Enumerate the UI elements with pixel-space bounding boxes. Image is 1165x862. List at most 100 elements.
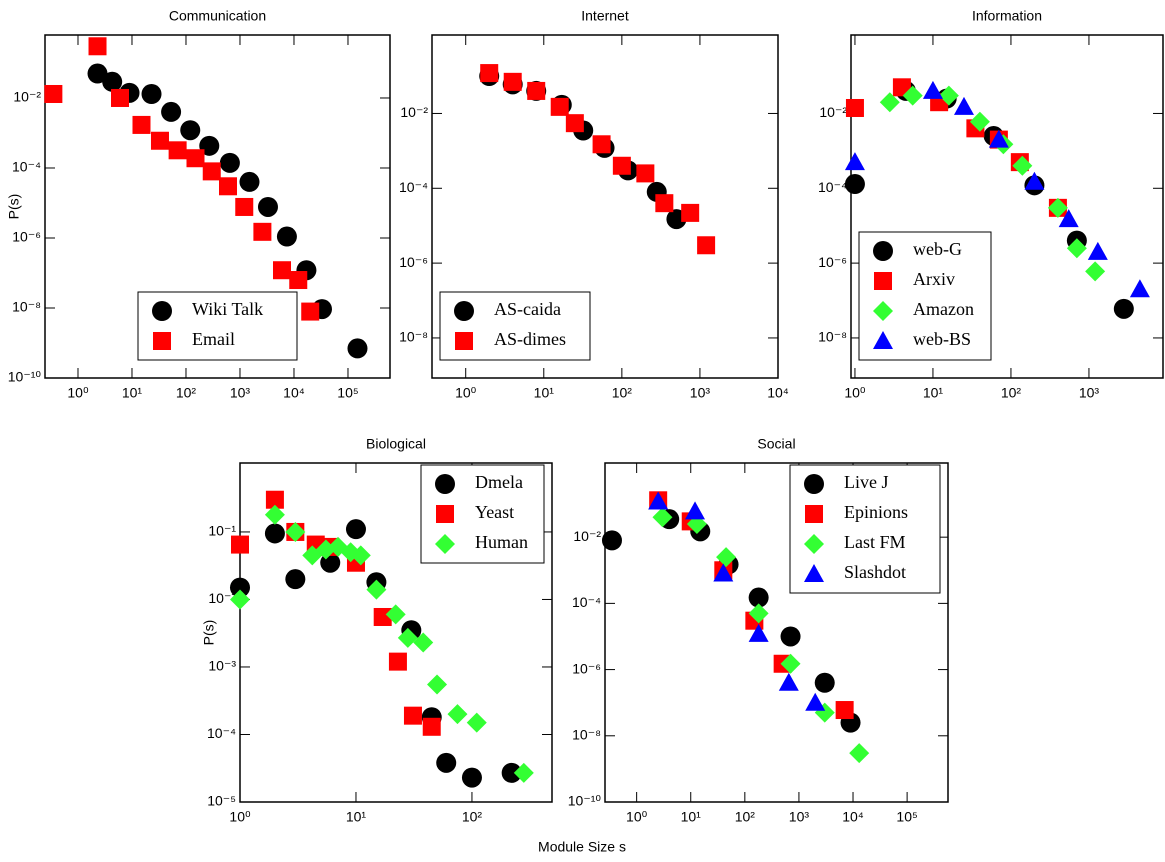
y-tick-label: 10⁻⁶ bbox=[399, 254, 428, 270]
point bbox=[264, 504, 285, 525]
point bbox=[436, 752, 457, 773]
y-tick-label: 10⁻³ bbox=[208, 658, 236, 674]
x-tick-label: 10³ bbox=[690, 385, 711, 401]
legend-label: Live J bbox=[844, 472, 889, 492]
point bbox=[403, 706, 422, 725]
legend-marker bbox=[804, 564, 824, 582]
y-tick-label: 10⁻¹⁰ bbox=[568, 793, 602, 809]
point bbox=[345, 519, 366, 540]
legend-label: Slashdot bbox=[844, 562, 906, 582]
point bbox=[780, 626, 801, 647]
x-tick-label: 10³ bbox=[1079, 385, 1100, 401]
point bbox=[168, 141, 187, 160]
point bbox=[264, 523, 285, 544]
y-tick-label: 10⁻⁴ bbox=[399, 179, 428, 195]
legend-marker bbox=[805, 505, 823, 523]
point bbox=[648, 491, 669, 510]
legend-label: Arxiv bbox=[913, 269, 955, 289]
point bbox=[748, 623, 769, 642]
legend-marker bbox=[873, 331, 893, 349]
y-tick-label: 10⁻⁸ bbox=[399, 329, 428, 345]
legend-label: Amazon bbox=[913, 299, 974, 319]
point bbox=[413, 632, 434, 653]
point bbox=[111, 88, 130, 107]
point bbox=[301, 302, 320, 321]
point bbox=[87, 63, 108, 84]
point bbox=[1085, 261, 1106, 282]
chart-title: Biological bbox=[366, 436, 426, 452]
x-tick-label: 10⁰ bbox=[455, 385, 477, 401]
point bbox=[88, 37, 107, 56]
point bbox=[814, 672, 835, 693]
legend-marker bbox=[435, 534, 455, 554]
x-tick-label: 10⁴ bbox=[767, 385, 789, 401]
y-tick-label: 10⁻² bbox=[573, 528, 601, 544]
plot-frame bbox=[44, 34, 391, 379]
point bbox=[44, 84, 63, 103]
y-tick-label: 10⁻⁴ bbox=[12, 159, 41, 175]
y-axis-label: P(s) bbox=[6, 194, 22, 220]
point bbox=[202, 162, 221, 181]
x-tick-label: 10³ bbox=[230, 385, 251, 401]
x-tick-label: 10⁰ bbox=[626, 809, 648, 825]
point bbox=[550, 97, 569, 116]
y-axis-label: P(s) bbox=[201, 620, 217, 646]
y-tick-label: 10⁻² bbox=[819, 104, 847, 120]
legend-marker bbox=[153, 332, 171, 350]
point bbox=[161, 101, 182, 122]
point bbox=[685, 501, 706, 520]
point bbox=[716, 547, 737, 568]
point bbox=[565, 114, 584, 133]
point bbox=[388, 652, 407, 671]
legend-marker bbox=[873, 241, 893, 261]
legend-label: Epinions bbox=[844, 502, 908, 522]
point bbox=[988, 129, 1009, 148]
point bbox=[466, 712, 487, 733]
point bbox=[285, 521, 306, 542]
point bbox=[186, 149, 205, 168]
point bbox=[285, 569, 306, 590]
legend-marker bbox=[436, 505, 454, 523]
chart-title: Information bbox=[972, 8, 1042, 24]
point bbox=[253, 222, 272, 241]
point bbox=[235, 197, 254, 216]
point bbox=[969, 111, 990, 132]
x-tick-label: 10⁰ bbox=[67, 385, 89, 401]
point bbox=[150, 131, 169, 150]
point bbox=[938, 85, 959, 106]
point bbox=[230, 577, 250, 598]
y-tick-label: 10⁻⁶ bbox=[572, 660, 601, 676]
point bbox=[289, 271, 308, 290]
legend-label: Email bbox=[192, 329, 235, 349]
point bbox=[601, 530, 622, 551]
point bbox=[902, 85, 923, 106]
x-tick-label: 10⁴ bbox=[283, 385, 305, 401]
point bbox=[102, 71, 123, 92]
legend-label: Wiki Talk bbox=[192, 299, 263, 319]
point bbox=[373, 607, 392, 626]
point bbox=[527, 81, 546, 100]
x-tick-label: 10⁰ bbox=[844, 385, 866, 401]
point bbox=[239, 171, 260, 192]
plot-frame bbox=[431, 34, 779, 379]
x-tick-label: 10⁵ bbox=[896, 809, 917, 825]
y-tick-label: 10⁻⁸ bbox=[818, 329, 847, 345]
point bbox=[265, 490, 284, 509]
point bbox=[427, 674, 448, 695]
point bbox=[1058, 209, 1079, 228]
x-tick-label: 10¹ bbox=[122, 385, 143, 401]
point bbox=[513, 762, 534, 783]
y-tick-label: 10⁻⁵ bbox=[207, 793, 236, 809]
plot-frame bbox=[239, 462, 553, 803]
point bbox=[849, 743, 870, 764]
x-tick-label: 10² bbox=[612, 385, 633, 401]
legend-marker bbox=[804, 534, 824, 554]
point bbox=[844, 152, 865, 171]
point bbox=[447, 704, 468, 725]
legend-marker bbox=[435, 474, 455, 494]
legend-label: Yeast bbox=[475, 502, 514, 522]
x-axis-label: Module Size s bbox=[538, 839, 626, 855]
point bbox=[366, 579, 387, 600]
chart-title: Internet bbox=[581, 8, 629, 24]
